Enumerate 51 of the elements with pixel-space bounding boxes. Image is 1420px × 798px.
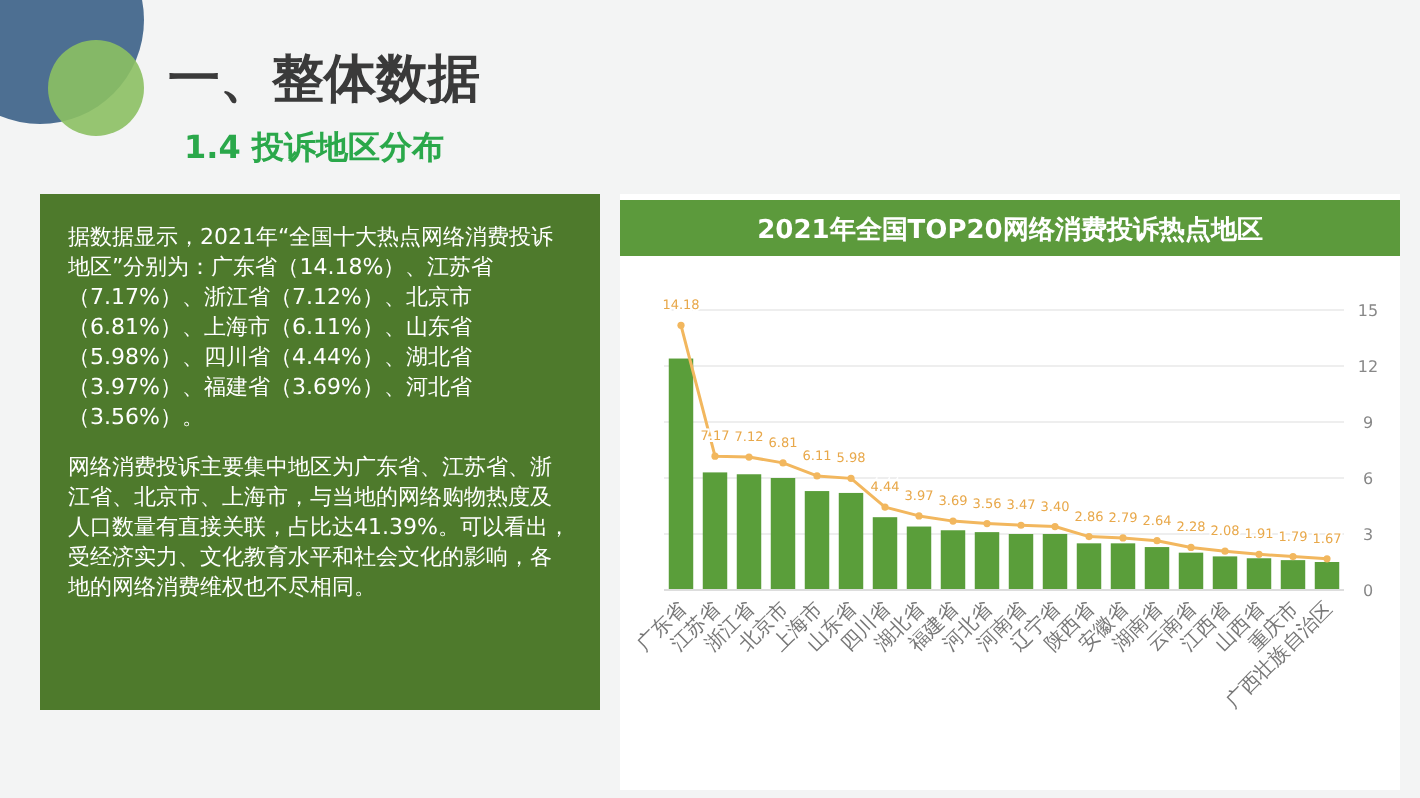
- text: 网络消费投诉主要集中地区为广东省、江苏省、浙江省、北京市、上海市，与当地的网络购物热度及人口数量有直接关联，占比达41.39%。可以看出，受经济实力、文化教育水平和社会文化的影响，各地的网络消费维权也不尽相同。: [68, 452, 572, 602]
- y-tick-label: 12: [1357, 358, 1379, 376]
- point: [1187, 543, 1195, 552]
- y-tick-label: 9: [1362, 414, 1374, 432]
- bar: [1008, 534, 1034, 590]
- bar: [1110, 543, 1136, 590]
- point: [1221, 547, 1229, 555]
- point: [881, 503, 889, 511]
- bar: [1042, 534, 1068, 590]
- point: [1323, 555, 1331, 563]
- text: 一、整体数据: [168, 48, 480, 114]
- y-tick-label: 6: [1362, 470, 1374, 488]
- bar: [770, 478, 796, 590]
- bar: [1246, 558, 1272, 590]
- point: [1153, 537, 1161, 545]
- point: [711, 452, 719, 460]
- point: [1085, 533, 1093, 541]
- point: [745, 453, 753, 461]
- point: [1017, 521, 1025, 529]
- point: [1289, 552, 1297, 561]
- bar: [872, 517, 898, 590]
- bar: [1144, 547, 1170, 590]
- point: [847, 474, 855, 482]
- y-tick-label: 0: [1362, 582, 1374, 600]
- text: 据数据显示，2021年“全国十大热点网络消费投诉地区”分别为：广东省（14.18%）、江苏省（7.17%）、浙江省（7.12%）、北京市（6.81%）、上海市（6.11%）、山东省（5.98%）、四川省（4.44%）、湖北省（3.97%）、福建省（3.69%）、河北省（3.56%）。: [68, 222, 556, 432]
- point: [779, 459, 787, 467]
- bar: [668, 358, 694, 590]
- y-tick-label: 3: [1362, 526, 1374, 544]
- text: 1.4 投诉地区分布: [184, 128, 444, 170]
- bar: [804, 491, 830, 590]
- bar: [974, 532, 1000, 590]
- bar: [1178, 552, 1204, 590]
- point: [1255, 550, 1263, 558]
- bar: [838, 492, 864, 590]
- bar: [940, 530, 966, 590]
- y-tick-label: 15: [1357, 302, 1379, 320]
- point: [915, 512, 923, 520]
- chart-title: 2021年全国TOP20网络消费投诉热点地区: [757, 214, 1263, 246]
- bar: [702, 472, 728, 590]
- bar: [1212, 556, 1238, 590]
- point: [1119, 534, 1127, 542]
- bar: [1280, 560, 1306, 590]
- bar: [906, 526, 932, 590]
- point: [1051, 522, 1059, 531]
- bar: [736, 474, 762, 590]
- point: [813, 472, 821, 480]
- point: [677, 321, 685, 329]
- bar: [1314, 562, 1340, 590]
- bar: [1076, 543, 1102, 590]
- point: [949, 517, 957, 525]
- point: [983, 519, 991, 528]
